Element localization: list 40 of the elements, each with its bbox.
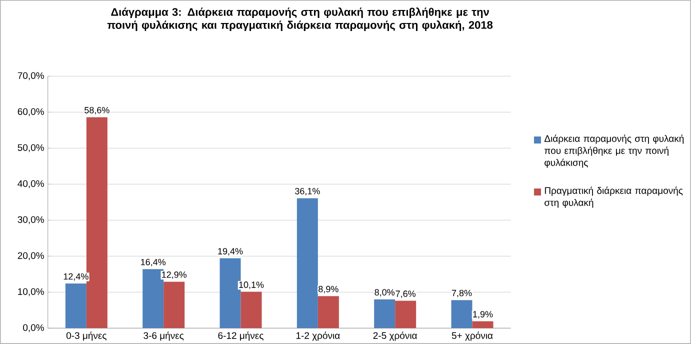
data-label: 7,6% [396,290,416,298]
bar [142,269,164,328]
y-tick-label: 50,0% [18,144,44,152]
bar [472,321,494,328]
bar [220,258,241,328]
legend-label: Πραγματική διάρκεια παραμονής στη φυλακή [544,186,683,208]
chart-title: Διάγραμμα 3: Διάρκεια παραμονής στη φυλακή που επιβλήθηκε με την ποινή φυλάκισης και πραγματική διάρκεια παραμονής στη φυλακή, 2018 [107,8,493,32]
data-label: 12,4% [64,273,88,281]
x-tick-label: 3-6 μήνες [144,332,184,341]
y-tick-label: 40,0% [18,180,44,188]
bar [395,300,416,328]
x-tick-label: 0-3 μήνες [66,332,106,341]
legend-label: Διάρκεια παραμονής στη φυλακή που επιβλήθηκε με την ποινή φυλάκισης [544,134,684,168]
y-tick-label: 10,0% [18,288,44,296]
data-label: 1,9% [473,311,493,318]
x-tick-label: 2-5 χρόνια [373,332,418,341]
y-tick-label: 60,0% [18,108,44,116]
x-tick-label: 5+ χρόνια [452,332,493,341]
y-tick-label: 30,0% [18,216,44,224]
bar [65,284,86,328]
data-label: 36,1% [295,188,320,196]
y-tick-label: 20,0% [18,252,44,260]
bar [318,296,339,328]
y-tick-label: 0,0% [23,324,44,332]
bar [240,292,262,328]
data-label: 10,1% [239,282,264,289]
x-tick-label: 1-2 χρόνια [296,332,340,341]
data-label: 12,9% [162,271,187,279]
bar [451,300,472,328]
y-tick-label: 70,0% [18,72,44,80]
data-label: 8,9% [318,286,338,294]
bar [164,282,185,328]
data-label: 8,0% [374,289,395,297]
bar [296,198,318,328]
bar [374,299,396,328]
x-tick-label: 6-12 μήνες [218,332,264,341]
data-label: 16,4% [141,258,166,266]
data-label: 7,8% [452,290,472,298]
data-label: 19,4% [218,248,243,256]
data-label: 58,6% [84,106,110,114]
